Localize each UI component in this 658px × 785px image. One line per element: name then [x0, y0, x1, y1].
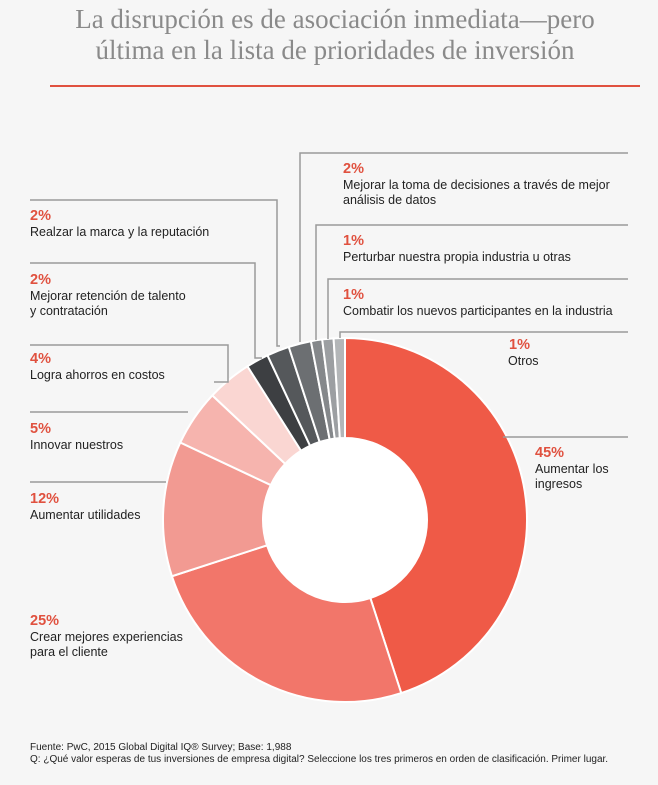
- slice-percent: 1%: [343, 233, 364, 249]
- slice-percent: 1%: [343, 287, 364, 303]
- slice-percent: 25%: [30, 613, 60, 629]
- question-note: Q: ¿Qué valor esperas de tus inversiones…: [30, 754, 609, 765]
- slice-label: 45% Aumentar los ingresos: [535, 444, 645, 492]
- slice-category: Realzar la marca y la reputación: [30, 225, 210, 239]
- source-note: Fuente: PwC, 2015 Global Digital IQ® Sur…: [30, 742, 292, 753]
- slice-label: 2% Mejorar la toma de decisiones a través…: [343, 160, 628, 208]
- leader-line: [30, 344, 229, 383]
- leader-line: [30, 199, 280, 347]
- donut-hole: [263, 438, 427, 602]
- slice-category: Mejorar la toma de decisiones a través d…: [343, 178, 610, 207]
- slice-label: 25% Crear mejores experiencias para el cl…: [30, 612, 240, 660]
- slice-percent: 5%: [30, 421, 51, 437]
- slice-label: 4% Logra ahorros en costos: [30, 350, 220, 383]
- slice-category: Aumentar los ingresos: [535, 462, 609, 491]
- slice-category: Logra ahorros en costos: [30, 368, 165, 382]
- slice-percent: 1%: [509, 337, 530, 353]
- slice-label: 2% Mejorar retención de talento y contrat…: [30, 271, 245, 319]
- slice-category: Perturbar nuestra propia industria u otr…: [343, 250, 571, 264]
- slice-percent: 4%: [30, 351, 51, 367]
- slice-percent: 45%: [535, 445, 565, 461]
- leader-line: [315, 224, 628, 340]
- leader-line: [299, 152, 628, 342]
- leader-line: [30, 262, 262, 359]
- slice-category: Crear mejores experiencias para el clien…: [30, 630, 183, 659]
- title-line-1: La disrupción es de asociación inmediata…: [75, 4, 595, 34]
- slice-label: 1% Perturbar nuestra propia industria u o…: [343, 232, 628, 265]
- chart-footer: Fuente: PwC, 2015 Global Digital IQ® Sur…: [30, 742, 640, 766]
- slice-category: Combatir los nuevos participantes en la …: [343, 304, 613, 318]
- slice-category: Aumentar utilidades: [30, 508, 141, 522]
- slice-label: 1% Combatir los nuevos participantes en l…: [343, 286, 628, 319]
- slice-label: 1% Otros: [480, 336, 560, 369]
- slice-percent: 2%: [30, 208, 51, 224]
- slice-percent: 12%: [30, 491, 60, 507]
- slice-label: 2% Realzar la marca y la reputación: [30, 207, 245, 240]
- slice-category: Otros: [508, 354, 539, 368]
- slice-label: 5% Innovar nuestros: [30, 420, 190, 453]
- donut-chart: [30, 152, 628, 703]
- page-title: La disrupción es de asociación inmediata…: [30, 4, 640, 66]
- title-rule: [50, 85, 640, 87]
- title-line-2: última en la lista de prioridades de inv…: [95, 35, 575, 65]
- slice-percent: 2%: [343, 161, 364, 177]
- leader-line: [327, 278, 628, 339]
- slice-category: Mejorar retención de talento y contratac…: [30, 289, 186, 318]
- slice-percent: 2%: [30, 272, 51, 288]
- slice-label: 12% Aumentar utilidades: [30, 490, 190, 523]
- leader-line: [339, 331, 628, 338]
- slice-category: Innovar nuestros: [30, 438, 124, 452]
